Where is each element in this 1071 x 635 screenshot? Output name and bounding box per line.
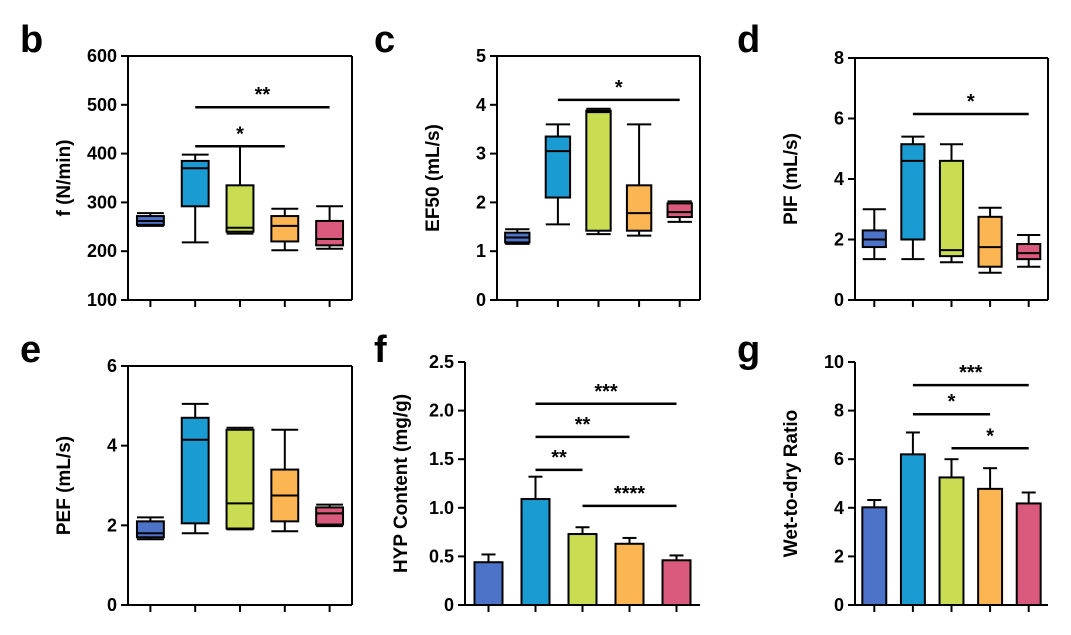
box-group-4 — [625, 184, 653, 232]
bar-group-5 — [661, 559, 692, 607]
box-group-5 — [1016, 243, 1042, 261]
significance-label: ** — [575, 414, 591, 436]
bar-group-3 — [567, 533, 598, 607]
y-tick-label: 8 — [834, 401, 844, 421]
bar-group-3 — [938, 476, 965, 606]
significance-label: * — [986, 425, 994, 447]
significance-label: * — [967, 91, 975, 113]
significance-label: *** — [594, 381, 618, 403]
panel-e: e PEF (mL/s) 0 2 4 6 — [20, 329, 353, 615]
y-tick-label: 0 — [476, 290, 486, 310]
y-tick-label: 0 — [107, 595, 117, 615]
significance-label: * — [948, 391, 956, 413]
y-tick-label: 2.5 — [429, 352, 454, 372]
y-tick-label: 600 — [87, 46, 117, 66]
bar-group-1 — [473, 561, 504, 606]
box-group-5 — [666, 202, 693, 219]
y-tick-label: 200 — [87, 241, 117, 261]
box-group-3 — [938, 159, 965, 258]
panel-letter-f: f — [374, 329, 387, 371]
bar-group-2 — [899, 453, 926, 606]
panel-letter-c: c — [374, 19, 395, 61]
box-group-3 — [225, 428, 255, 530]
bar-group-4 — [977, 487, 1004, 607]
y-tick-label: 4 — [834, 169, 844, 189]
y-tick-label: 6 — [834, 109, 844, 129]
y-axis-label: Wet-to-dry Ratio — [781, 410, 802, 557]
y-axis-label: f (N/min) — [54, 139, 75, 216]
y-tick-label: 1.5 — [429, 449, 454, 469]
y-tick-label: 3 — [476, 144, 486, 164]
significance-label: **** — [614, 483, 645, 505]
y-axis-label: EF50 (mL/s) — [423, 124, 444, 232]
box-group-4 — [270, 215, 300, 243]
y-tick-label: 0 — [834, 290, 844, 310]
panel-letter-e: e — [20, 329, 41, 371]
y-tick-label: 500 — [87, 95, 117, 115]
y-tick-label: 5 — [476, 46, 486, 66]
y-tick-label: 400 — [87, 144, 117, 164]
y-tick-label: 6 — [107, 356, 117, 376]
box-group-5 — [315, 219, 345, 247]
y-tick-label: 4 — [107, 436, 117, 456]
bar-group-4 — [614, 542, 645, 606]
significance-label: *** — [959, 362, 983, 384]
box-group-2 — [900, 143, 926, 241]
significance-label: * — [615, 77, 623, 99]
significance-label: ** — [551, 447, 567, 469]
y-tick-label: 0.5 — [429, 546, 454, 566]
y-tick-label: 0 — [834, 595, 844, 615]
y-tick-label: 2 — [476, 192, 486, 212]
y-tick-label: 2 — [834, 546, 844, 566]
bar-group-5 — [1015, 502, 1042, 606]
panel-letter-d: d — [737, 19, 760, 61]
panel-d: d PIF (mL/s) 0 2 4 6 8 * — [737, 19, 1049, 310]
box-group-4 — [977, 215, 1003, 268]
y-tick-label: 1.0 — [429, 498, 454, 518]
box-group-3 — [585, 109, 612, 232]
y-axis-label: HYP Content (mg/g) — [391, 394, 412, 573]
y-tick-label: 4 — [476, 95, 486, 115]
y-tick-label: 0 — [444, 595, 454, 615]
box-group-2 — [180, 416, 210, 525]
bar-group-2 — [520, 498, 551, 606]
box-group-2 — [544, 135, 572, 199]
y-axis-label: PEF (mL/s) — [54, 436, 75, 535]
y-tick-label: 1 — [476, 241, 486, 261]
y-tick-label: 10 — [824, 352, 844, 372]
panel-letter-b: b — [20, 19, 43, 61]
panel-c: c EF50 (mL/s) 0 1 2 3 4 5 * — [374, 19, 701, 310]
bar-group-1 — [861, 506, 888, 606]
y-tick-label: 4 — [834, 498, 844, 518]
box-group-1 — [135, 520, 165, 539]
y-tick-label: 2 — [107, 515, 117, 535]
y-axis-label: PIF (mL/s) — [781, 133, 802, 225]
significance-label: ** — [255, 84, 271, 106]
y-tick-label: 2.0 — [429, 401, 454, 421]
panel-letter-g: g — [737, 329, 760, 371]
box-group-5 — [315, 506, 345, 526]
box-group-3 — [225, 184, 255, 233]
significance-label: * — [236, 123, 244, 145]
y-tick-label: 2 — [834, 230, 844, 250]
y-tick-label: 300 — [87, 192, 117, 212]
y-tick-label: 8 — [834, 48, 844, 68]
y-tick-label: 100 — [87, 290, 117, 310]
y-tick-label: 6 — [834, 449, 844, 469]
